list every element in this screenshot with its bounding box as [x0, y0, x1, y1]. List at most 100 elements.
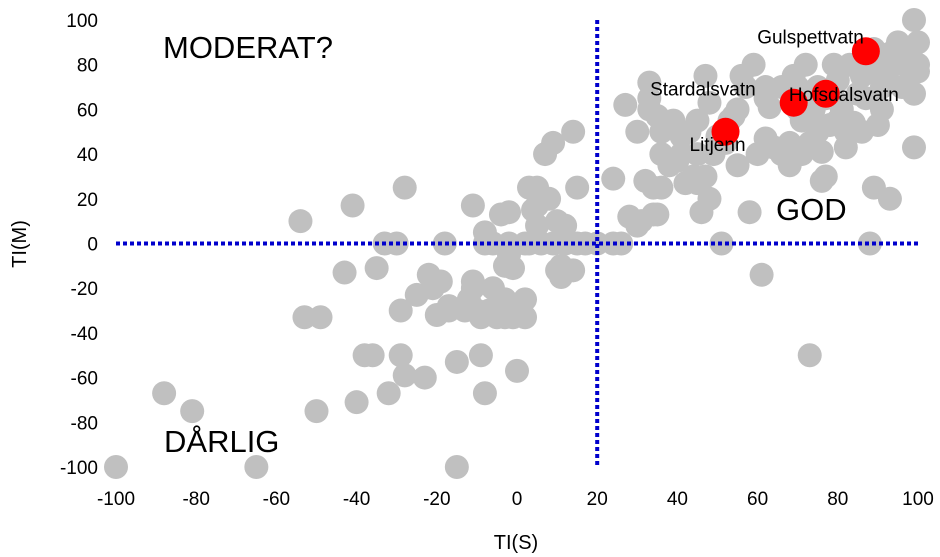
gray-data-point: [877, 186, 902, 211]
gray-data-point: [432, 231, 457, 256]
lake-label: Hofsdalsvatn: [789, 85, 899, 106]
gray-data-point: [857, 231, 882, 256]
quadrant-label-god: GOD: [776, 192, 847, 227]
gray-data-point: [505, 358, 529, 383]
y-tick-label: -20: [71, 279, 98, 300]
gray-data-point: [537, 186, 562, 211]
y-axis-title: TI(M): [9, 220, 31, 268]
x-tick-label: 40: [667, 489, 688, 510]
x-tick-label: 100: [902, 489, 934, 510]
gray-data-point: [685, 108, 710, 133]
gray-data-point: [733, 75, 758, 100]
gray-data-point: [388, 343, 413, 368]
gray-data-point: [244, 455, 269, 479]
gray-data-point: [869, 97, 894, 122]
gray-data-point: [460, 193, 485, 218]
gray-data-point: [561, 119, 586, 144]
gray-data-point: [500, 256, 525, 281]
gray-data-point: [901, 81, 926, 106]
gray-data-point: [757, 95, 782, 120]
gray-data-point: [360, 343, 385, 368]
gray-data-point: [649, 175, 674, 200]
gray-data-point: [180, 399, 205, 424]
gray-data-point: [693, 63, 718, 88]
gray-data-point: [565, 175, 590, 200]
gray-data-point: [797, 343, 822, 368]
gray-data-point: [697, 186, 722, 211]
y-tick-label: 80: [77, 56, 98, 77]
gray-data-point: [308, 305, 333, 330]
y-tick-label: -80: [71, 413, 98, 434]
gray-data-point: [460, 276, 485, 301]
x-tick-label: -80: [182, 489, 209, 510]
quadrant-label-moderat: MODERAT?: [163, 30, 333, 65]
gray-data-point: [364, 256, 389, 281]
x-tick-labels: -100 -80 -60 -40 -20 0 20 40 60 80 100: [97, 489, 934, 510]
gray-data-point: [906, 30, 930, 55]
gray-data-point: [637, 86, 662, 111]
gray-data-point: [152, 381, 177, 406]
y-tick-label: -100: [60, 458, 98, 479]
x-tick-label: 60: [747, 489, 768, 510]
gray-data-point: [332, 260, 357, 285]
y-tick-label: -60: [71, 369, 98, 390]
gray-data-point: [625, 119, 650, 144]
highlighted-data-point: [711, 117, 740, 146]
gray-data-point: [496, 200, 521, 225]
gray-data-point: [809, 139, 834, 164]
gray-data-point: [412, 365, 437, 390]
gray-data-point: [444, 349, 469, 374]
y-tick-label: 60: [77, 100, 98, 121]
gray-point-series: [104, 8, 930, 479]
gray-data-point: [645, 202, 670, 227]
y-tick-label: 100: [66, 11, 98, 32]
gray-data-point: [906, 59, 930, 84]
x-axis-title: TI(S): [494, 532, 538, 554]
x-tick-label: 20: [587, 489, 608, 510]
lake-label: Litjenn: [690, 135, 746, 156]
y-tick-label: -40: [71, 324, 98, 345]
gray-data-point: [288, 209, 313, 234]
gray-data-point: [737, 200, 762, 225]
gray-data-point: [376, 381, 401, 406]
gray-data-point: [468, 343, 493, 368]
gray-data-point: [392, 363, 417, 388]
gray-data-point: [725, 97, 750, 122]
y-tick-labels: -100 -80 -60 -40 -20 0 20 40 60 80 100: [60, 11, 98, 479]
gray-data-point: [472, 381, 497, 406]
lake-label: Stardalsvatn: [650, 80, 756, 101]
gray-data-point: [344, 390, 369, 415]
gray-data-point: [697, 90, 722, 115]
gray-data-point: [340, 193, 365, 218]
y-tick-label: 40: [77, 145, 98, 166]
gray-data-point: [513, 305, 538, 330]
gray-data-point: [793, 52, 818, 77]
gray-data-point: [525, 213, 550, 238]
gray-data-point: [444, 455, 469, 479]
gray-data-point: [725, 153, 750, 178]
gray-data-point: [813, 164, 838, 189]
gray-data-point: [104, 455, 128, 479]
gray-data-point: [388, 298, 413, 323]
y-tick-label: 0: [87, 235, 98, 256]
gray-data-point: [541, 130, 566, 155]
quadrant-label-darlig: DÅRLIG: [164, 424, 279, 459]
gray-data-point: [428, 269, 453, 294]
highlighted-data-point: [851, 37, 880, 66]
gray-data-point: [749, 262, 774, 287]
gray-data-point: [561, 258, 586, 283]
lake-labels: Gulspettvatn Hofsdalsvatn Stardalsvatn Litj…: [650, 27, 899, 155]
gray-data-point: [304, 399, 329, 424]
gray-data-point: [741, 52, 766, 77]
gray-data-point: [901, 8, 926, 32]
highlighted-data-point: [811, 79, 840, 108]
x-tick-label: 0: [512, 489, 523, 510]
x-tick-label: -40: [343, 489, 370, 510]
red-point-series: [711, 37, 880, 146]
gray-data-point: [513, 287, 538, 312]
highlighted-data-point: [779, 88, 808, 117]
x-tick-label: -100: [97, 489, 135, 510]
gray-data-point: [553, 213, 578, 238]
gray-data-point: [693, 164, 718, 189]
